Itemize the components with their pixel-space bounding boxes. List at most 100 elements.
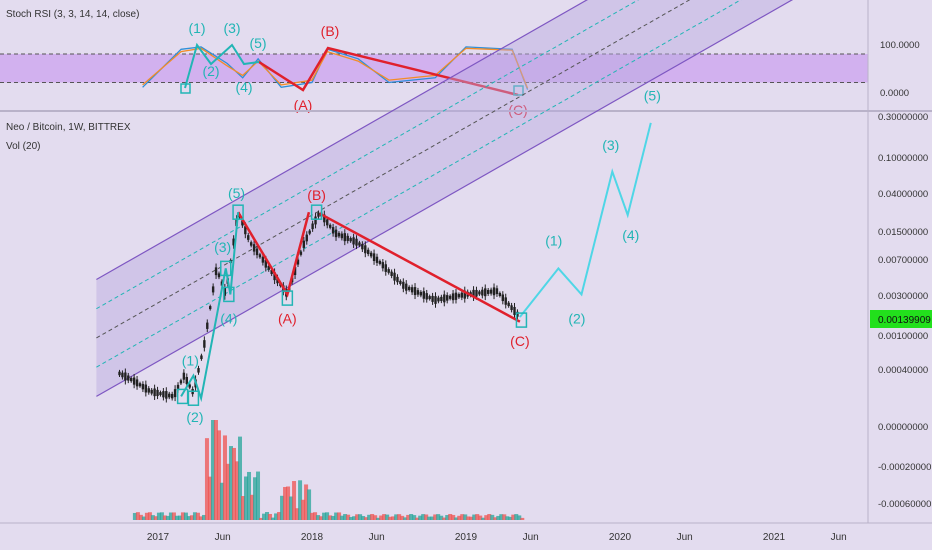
volume-bar [319, 516, 324, 520]
price-candle-body [170, 393, 174, 399]
price-candle-body [121, 372, 124, 378]
volume-bar [144, 512, 149, 520]
volume-bar [478, 515, 483, 520]
volume-bar [207, 476, 212, 520]
volume-bar [517, 515, 522, 520]
price-candle-body [258, 254, 262, 258]
price-candle-body [410, 287, 414, 293]
volume-bar [370, 514, 375, 520]
volume-bar [132, 512, 137, 520]
price-candle-body [463, 290, 466, 299]
main-wave-label: (4) [220, 310, 237, 326]
volume-bar [183, 512, 188, 520]
volume-bar [322, 512, 327, 520]
price-candle-body [206, 322, 209, 329]
volume-bar [186, 516, 191, 520]
time-tick-label: Jun [523, 532, 539, 543]
price-candle-body [419, 291, 423, 296]
price-candle-body [475, 289, 478, 297]
price-candle-body [261, 256, 265, 263]
price-tick-label: -0.00020000 [878, 462, 931, 473]
volume-bar [189, 515, 194, 520]
price-candle-body [352, 237, 355, 245]
stoch-tick-label: 100.0000 [880, 40, 920, 51]
volume-bar [253, 477, 258, 520]
volume-bar [352, 516, 357, 520]
volume-bar [289, 496, 294, 520]
volume-bar [463, 514, 468, 520]
volume-bar [406, 514, 411, 520]
wave-marker [220, 260, 232, 277]
volume-title: Vol (20) [6, 141, 40, 152]
volume-bar [502, 514, 507, 520]
volume-bar [316, 515, 321, 520]
volume-bar [496, 515, 501, 520]
volume-bar [445, 515, 450, 520]
price-candle-body [308, 230, 311, 234]
wave-marker [281, 290, 294, 306]
price-candle-body [156, 389, 159, 397]
price-candle-body [317, 212, 320, 217]
price-candle-body [355, 238, 358, 246]
price-candle-body [273, 272, 276, 281]
price-candle-body [244, 226, 247, 235]
stoch-wave-label: (5) [249, 35, 266, 51]
volume-bar [382, 514, 387, 520]
price-candle-body [223, 287, 227, 296]
volume-bar [511, 514, 516, 520]
price-tick-label: 0.01500000 [878, 227, 928, 238]
price-candle-body [200, 355, 203, 360]
time-tick-label: 2018 [301, 532, 324, 543]
price-candle-body [141, 383, 145, 390]
volume-bar [385, 514, 390, 520]
price-candle-body [305, 234, 308, 242]
price-candle-body [448, 295, 452, 299]
price-candle-body [498, 292, 502, 296]
projection-wave [519, 122, 652, 318]
time-tick-label: Jun [677, 532, 693, 543]
volume-bar [174, 515, 179, 520]
volume-bar [307, 489, 312, 520]
price-tick-label: 0.30000000 [878, 112, 928, 123]
price-candle-body [127, 375, 130, 381]
volume-bar [484, 515, 489, 520]
volume-bar [373, 515, 378, 520]
volume-bar [361, 516, 366, 520]
main-wave-label: (4) [622, 227, 639, 243]
channel-midline [96, 0, 640, 310]
volume-bar [349, 516, 354, 520]
price-candle-body [405, 283, 408, 291]
price-candle-body [185, 376, 188, 385]
price-candle-body [457, 294, 461, 298]
price-candle-body [255, 248, 259, 256]
price-candle-body [144, 384, 148, 393]
price-candle-body [513, 306, 516, 315]
volume-bar [156, 512, 161, 520]
price-candle-body [337, 232, 341, 237]
time-tick-label: Jun [831, 532, 847, 543]
price-candle-body [446, 295, 449, 301]
price-tick-label: 0.00700000 [878, 255, 928, 266]
volume-bar [451, 514, 456, 520]
main-wave-label: (5) [228, 185, 245, 201]
volume-bar [475, 514, 480, 520]
volume-bar [150, 515, 155, 520]
stoch-cyan-waves [184, 42, 260, 89]
stoch-wave-label: (A) [294, 97, 313, 113]
price-candle-body [249, 242, 253, 246]
price-candle-body [334, 229, 338, 238]
volume-bar [171, 512, 176, 520]
price-candle-body [361, 243, 364, 250]
volume-bar [280, 495, 285, 520]
volume-bar [343, 514, 348, 520]
volume-bar [168, 512, 173, 520]
volume-bar [256, 471, 261, 520]
price-tick-label: 0.04000000 [878, 189, 928, 200]
price-tick-label: 0.00100000 [878, 331, 928, 342]
volume-bar [505, 516, 510, 520]
volume-bar [286, 486, 291, 520]
volume-bar [216, 430, 221, 520]
volume-bar [195, 512, 200, 520]
volume-bar [165, 515, 170, 520]
